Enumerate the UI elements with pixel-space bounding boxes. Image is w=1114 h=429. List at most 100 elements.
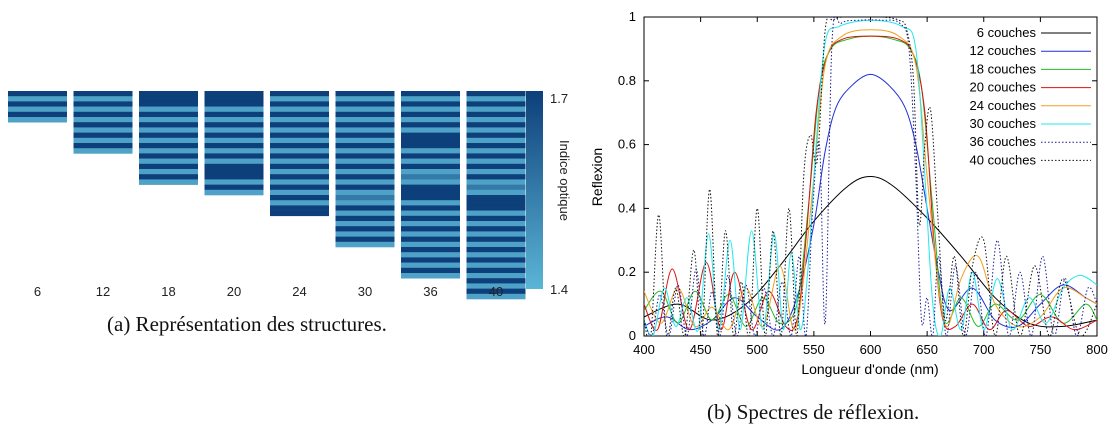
layer — [270, 111, 329, 118]
layer — [139, 153, 198, 159]
x-tick-label: 700 — [973, 342, 995, 357]
x-tick-label: 550 — [803, 342, 825, 357]
layer — [73, 127, 133, 133]
layer — [401, 205, 460, 211]
layer — [270, 122, 329, 128]
layer — [139, 117, 198, 123]
layer — [466, 143, 526, 149]
layer — [139, 169, 198, 175]
layer — [204, 153, 264, 159]
layer — [73, 117, 133, 123]
layer — [204, 143, 264, 149]
series-line-5 — [644, 29, 1097, 331]
layer — [270, 200, 329, 206]
structure-label: 36 — [423, 284, 437, 299]
layer — [335, 189, 395, 196]
layer — [466, 247, 526, 253]
layer — [270, 163, 329, 170]
layer — [270, 143, 329, 149]
layer — [401, 163, 460, 170]
layer — [466, 205, 526, 211]
layer — [73, 91, 133, 97]
y-tick-label: 0.2 — [618, 264, 636, 279]
layer — [139, 137, 198, 144]
layer — [204, 91, 264, 97]
layer — [401, 210, 460, 217]
structure-40 — [466, 91, 526, 300]
layer — [270, 96, 329, 102]
layer — [466, 210, 526, 217]
layer — [466, 96, 526, 102]
layer — [204, 148, 264, 154]
structure-30 — [335, 91, 395, 248]
layer — [466, 127, 526, 133]
layer — [466, 267, 526, 274]
layer — [139, 143, 198, 149]
layer — [139, 91, 198, 97]
legend-label: 40 couches — [970, 152, 1037, 167]
layer — [401, 236, 460, 243]
layer — [466, 132, 526, 139]
x-tick-label: 500 — [746, 342, 768, 357]
layer — [204, 158, 264, 165]
series-line-2 — [644, 73, 1097, 331]
layer — [466, 101, 526, 107]
layer — [466, 231, 526, 237]
caption-a: (a) Représentation des structures. — [107, 312, 387, 336]
layer — [139, 96, 198, 102]
legend-label: 20 couches — [970, 80, 1037, 95]
layer — [466, 288, 526, 295]
layer — [335, 96, 395, 102]
structure-6 — [8, 91, 67, 123]
layer — [139, 179, 198, 185]
layer — [401, 158, 460, 165]
layer — [401, 215, 460, 222]
layer — [270, 106, 329, 113]
layer — [335, 122, 395, 128]
layer — [466, 236, 526, 243]
layer — [401, 241, 460, 248]
series-line-8 — [644, 17, 1097, 336]
layer — [335, 231, 395, 237]
layer — [335, 226, 395, 232]
layer — [401, 247, 460, 253]
layer — [8, 91, 67, 97]
layer — [8, 111, 67, 118]
y-tick-label: 0 — [629, 328, 636, 343]
layer — [401, 257, 460, 263]
layer — [335, 101, 395, 107]
layer — [270, 195, 329, 201]
structure-18 — [139, 91, 198, 185]
layer — [466, 189, 526, 196]
layer — [466, 184, 526, 191]
layer — [270, 184, 329, 191]
layer — [270, 210, 329, 217]
layer — [466, 252, 526, 258]
layer — [270, 179, 329, 185]
structure-label: 12 — [96, 284, 110, 299]
layer — [335, 205, 395, 211]
structure-36 — [401, 91, 460, 279]
layer — [401, 252, 460, 258]
layer — [466, 226, 526, 232]
layer — [204, 101, 264, 107]
plot-frame — [643, 16, 1098, 337]
legend-label: 24 couches — [970, 98, 1037, 113]
layer — [8, 106, 67, 113]
layer — [335, 241, 395, 248]
layer — [401, 148, 460, 154]
layer — [335, 174, 395, 180]
structure-label: 6 — [34, 284, 41, 299]
layer — [466, 91, 526, 97]
layer — [466, 283, 526, 289]
layer — [204, 96, 264, 102]
structure-24 — [270, 91, 329, 217]
layer — [401, 143, 460, 149]
legend-label: 30 couches — [970, 116, 1037, 131]
layer — [335, 111, 395, 118]
x-tick-label: 650 — [916, 342, 938, 357]
y-tick-label: 0.8 — [618, 73, 636, 88]
layer — [270, 132, 329, 139]
legend-label: 6 couches — [977, 25, 1037, 40]
layer — [335, 158, 395, 165]
